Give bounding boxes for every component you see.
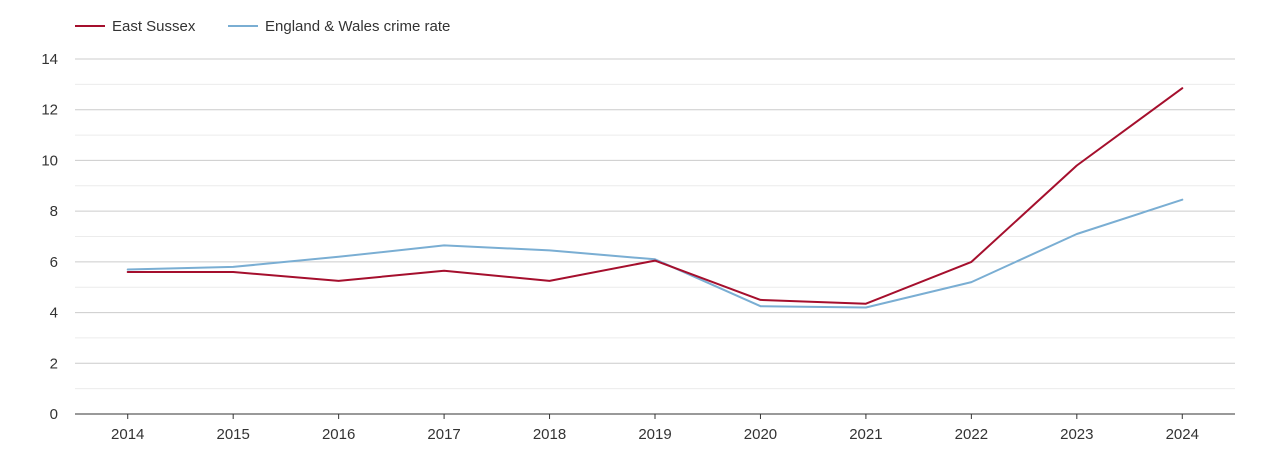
y-tick-label: 8	[50, 203, 58, 220]
y-tick-label: 0	[50, 406, 58, 423]
x-tick-label: 2020	[744, 426, 777, 443]
x-tick-label: 2019	[638, 426, 671, 443]
x-tick-label: 2015	[216, 426, 249, 443]
y-tick-label: 14	[41, 51, 58, 68]
series-lines	[126, 87, 1184, 309]
y-tick-label: 10	[41, 152, 58, 169]
x-tick-label: 2014	[111, 426, 144, 443]
x-tick-label: 2017	[427, 426, 460, 443]
y-tick-label: 4	[50, 305, 58, 322]
series-line-england-wales-crime-rate	[126, 198, 1184, 309]
y-axis-tick-labels: 0 2 4 6 8 10 12 14	[41, 51, 58, 423]
legend: East Sussex England & Wales crime rate	[75, 18, 450, 35]
x-tick-label: 2016	[322, 426, 355, 443]
y-tick-label: 2	[50, 355, 58, 372]
x-tick-label: 2018	[533, 426, 566, 443]
legend-label-east-sussex: East Sussex	[112, 18, 196, 35]
gridlines	[75, 58, 1235, 415]
legend-label-england-wales: England & Wales crime rate	[265, 18, 450, 35]
y-tick-label: 6	[50, 254, 58, 271]
x-tick-label: 2024	[1166, 426, 1199, 443]
x-tick-label: 2022	[955, 426, 988, 443]
x-tick-label: 2023	[1060, 426, 1093, 443]
series-line-east-sussex	[126, 87, 1184, 305]
x-axis-tick-labels: 2014 2015 2016 2017 2018 2019 2020 2021 2022 2023…	[111, 414, 1199, 443]
y-tick-label: 12	[41, 102, 58, 119]
x-tick-label: 2021	[849, 426, 882, 443]
